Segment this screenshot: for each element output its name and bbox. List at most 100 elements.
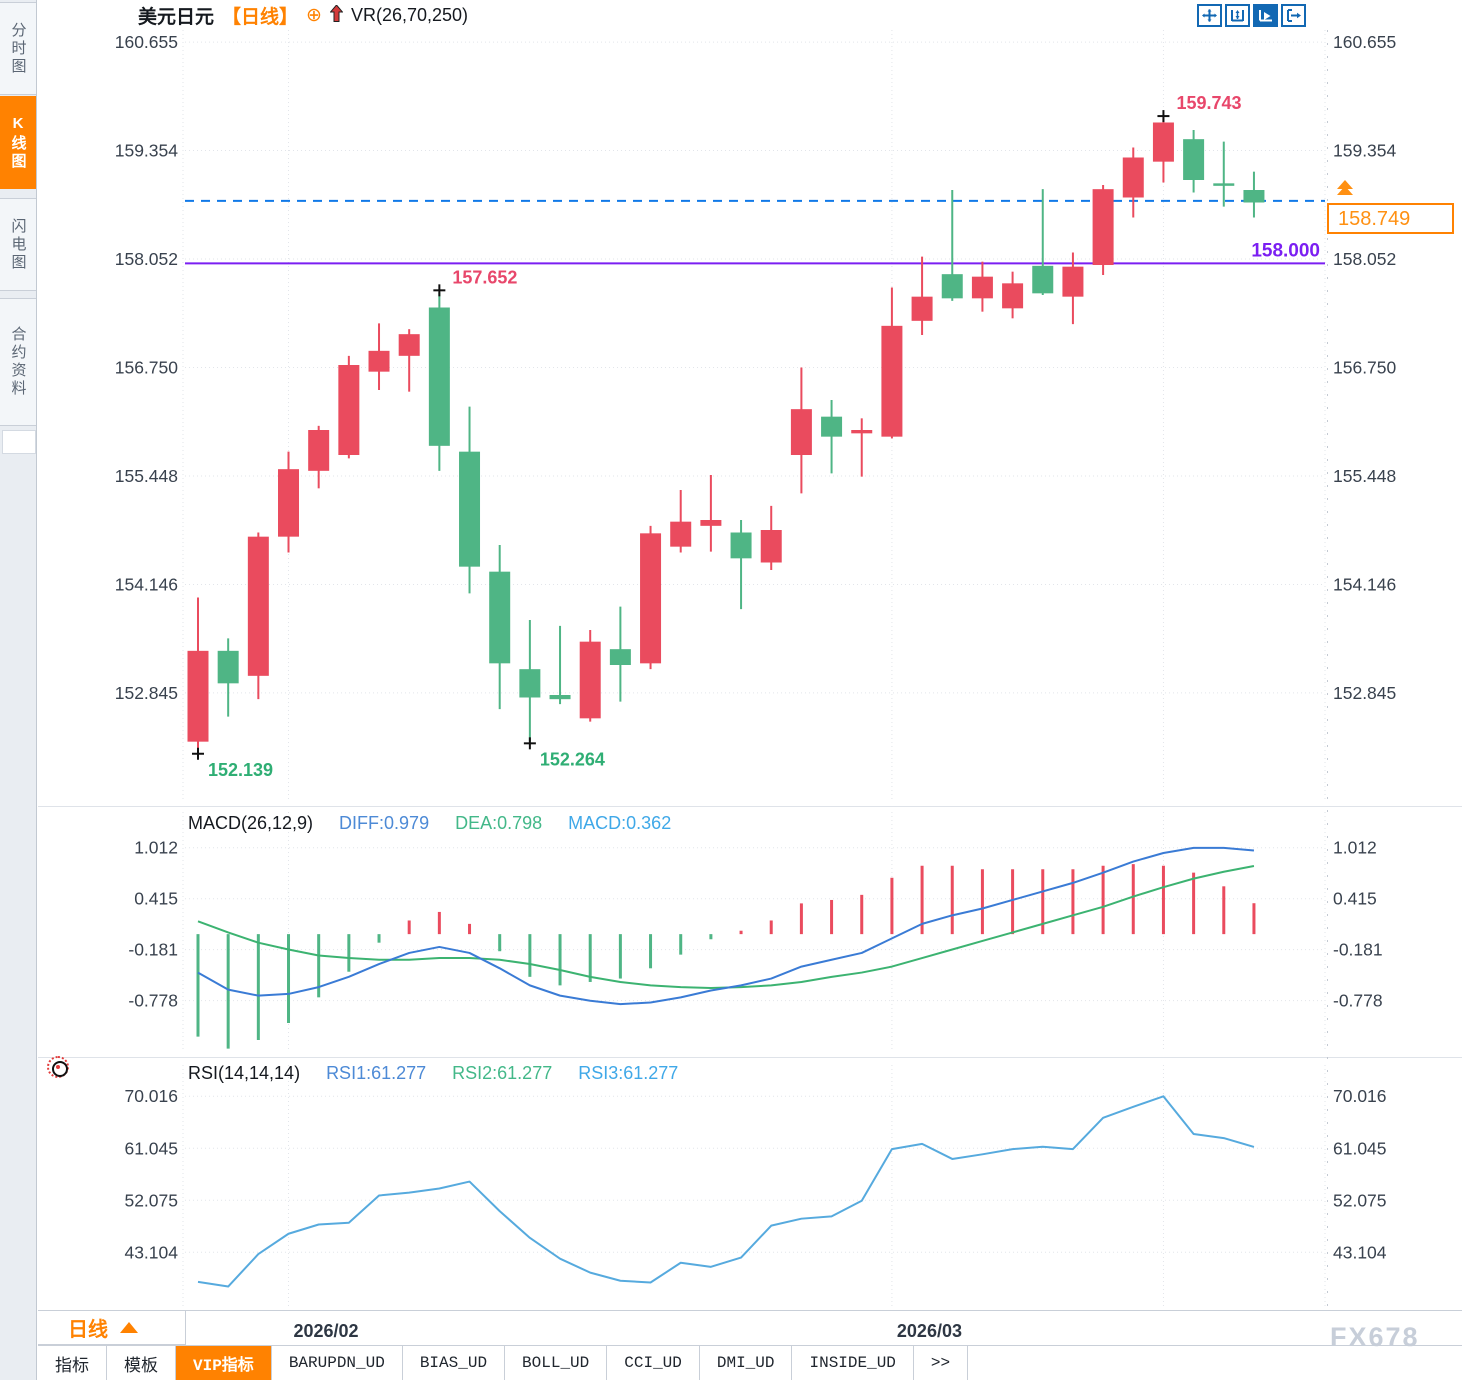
rsi-title: RSI(14,14,14) — [188, 1062, 301, 1083]
candle-body — [1183, 139, 1205, 180]
symbol-title: 美元日元 — [138, 7, 215, 28]
candle-body — [1092, 189, 1114, 265]
candle-body — [821, 416, 843, 437]
bottom-tab-5[interactable]: BOLL_UD — [505, 1346, 608, 1380]
candle-body — [549, 695, 571, 700]
candle-body — [1213, 183, 1235, 186]
main-tick-right: 156.750 — [1333, 358, 1397, 378]
exit-right-icon[interactable] — [1281, 4, 1306, 27]
main-tick-left: 159.354 — [115, 141, 179, 161]
candle-body — [428, 307, 450, 446]
main-tick-right: 154.146 — [1333, 575, 1396, 595]
candle-body — [368, 350, 390, 372]
add-overlay-icon[interactable]: ⊕ — [306, 5, 322, 26]
axis-play-icon[interactable] — [1253, 4, 1278, 27]
candle-body — [489, 571, 511, 664]
main-tick-right: 160.655 — [1333, 32, 1396, 52]
bottom-tab-9[interactable]: >> — [913, 1346, 969, 1380]
candle-body — [1062, 266, 1084, 297]
overlay-indicator-label: VR(26,70,250) — [350, 5, 469, 25]
macd-tick-right: -0.181 — [1333, 940, 1383, 960]
macd-diff-line — [197, 846, 1255, 1006]
macd-readout-2: MACD:0.362 — [568, 812, 672, 833]
candle-body — [217, 650, 239, 684]
bottom-tab-7[interactable]: DMI_UD — [699, 1346, 793, 1380]
macd-tick-left: -0.181 — [128, 940, 178, 960]
main-tick-right: 158.052 — [1333, 249, 1396, 269]
main-tick-right: 155.448 — [1333, 466, 1396, 486]
sidebar-blank-cell — [2, 430, 36, 454]
sun-icon[interactable] — [47, 1056, 69, 1078]
rsi-readout-1: RSI2:61.277 — [452, 1062, 553, 1083]
candle-body — [579, 641, 601, 719]
sidebar-tab-contract-info[interactable]: 合约资料 — [0, 298, 36, 426]
candle-body — [851, 430, 873, 434]
low-annotation: 152.264 — [540, 749, 605, 769]
rsi-tick-left: 52.075 — [124, 1190, 178, 1210]
bottom-tab-4[interactable]: BIAS_UD — [402, 1346, 506, 1380]
rsi-tick-left: 70.016 — [124, 1086, 178, 1106]
candle-body — [700, 520, 722, 526]
candle-body — [790, 409, 812, 455]
sidebar-tab-timeshare-chart[interactable]: 分时图 — [0, 2, 36, 95]
macd-tick-right: 1.012 — [1333, 838, 1377, 858]
macd-readout-0: DIFF:0.979 — [339, 812, 430, 833]
candle-body — [187, 650, 209, 742]
triangle-up-icon — [120, 1322, 138, 1333]
main-tick-left: 152.845 — [115, 683, 178, 703]
candle-body — [308, 430, 330, 471]
double-up-arrow-icon — [1337, 180, 1353, 195]
macd-dea-line — [197, 864, 1255, 989]
rsi-readout-2: RSI3:61.277 — [578, 1062, 679, 1083]
candle-body — [971, 276, 993, 299]
period-selector[interactable]: 日线 — [38, 1311, 185, 1345]
bottom-tab-8[interactable]: INSIDE_UD — [792, 1346, 914, 1380]
macd-tick-right: -0.778 — [1333, 991, 1383, 1011]
candle-body — [1002, 283, 1024, 309]
low-annotation: 152.139 — [208, 760, 273, 780]
period-selector-label: 日线 — [68, 1319, 108, 1341]
candle-body — [760, 530, 782, 563]
candle-body — [1032, 265, 1054, 294]
rsi-tick-left: 61.045 — [124, 1138, 178, 1158]
rsi-tick-right: 52.075 — [1333, 1190, 1387, 1210]
macd-tick-left: -0.778 — [128, 991, 178, 1011]
axis-range-icon[interactable] — [1225, 4, 1250, 27]
candle-body — [941, 274, 963, 299]
macd-tick-left: 0.415 — [134, 889, 178, 909]
bottom-tab-6[interactable]: CCI_UD — [607, 1346, 700, 1380]
bottom-tab-3[interactable]: BARUPDN_UD — [271, 1346, 403, 1380]
rsi-line — [197, 1095, 1255, 1288]
macd-title: MACD(26,12,9) — [188, 812, 314, 833]
candle-body — [459, 451, 481, 567]
current-price-tag: 158.749 — [1327, 203, 1454, 234]
bottom-tab-0[interactable]: 指标 — [38, 1346, 107, 1380]
sidebar-tab-kline-chart[interactable]: K线图 — [0, 96, 36, 189]
candle-body — [247, 536, 269, 676]
bottom-tab-1[interactable]: 模板 — [107, 1346, 176, 1380]
chart-header: 美元日元 【日线】 ⊕ VR(26,70,250) — [138, 2, 468, 29]
rsi-readout-0: RSI1:61.277 — [326, 1062, 427, 1083]
x-axis-label: 2026/02 — [294, 1321, 359, 1341]
candle-body — [1152, 122, 1174, 162]
high-annotation: 159.743 — [1176, 93, 1241, 113]
main-tick-left: 160.655 — [115, 32, 178, 52]
watermark: FX678 — [1330, 1322, 1420, 1352]
candle-body — [1243, 190, 1265, 203]
sidebar: 分时图 K线图 闪电图 合约资料 — [0, 0, 37, 1380]
red-up-arrow-icon[interactable] — [329, 3, 344, 27]
candle-body — [730, 532, 752, 559]
rsi-tick-right: 43.104 — [1333, 1242, 1387, 1262]
rsi-tick-right: 61.045 — [1333, 1138, 1387, 1158]
bottom-tab-2[interactable]: VIP指标 — [176, 1346, 272, 1380]
candle-body — [519, 669, 541, 698]
candle-body — [398, 334, 420, 356]
main-tick-right: 152.845 — [1333, 683, 1396, 703]
x-axis-label: 2026/03 — [897, 1321, 962, 1341]
macd-readout-1: DEA:0.798 — [455, 812, 543, 833]
move-crosshair-icon[interactable] — [1197, 4, 1222, 27]
main-tick-left: 154.146 — [115, 575, 178, 595]
sidebar-tab-lightning-chart[interactable]: 闪电图 — [0, 198, 36, 291]
